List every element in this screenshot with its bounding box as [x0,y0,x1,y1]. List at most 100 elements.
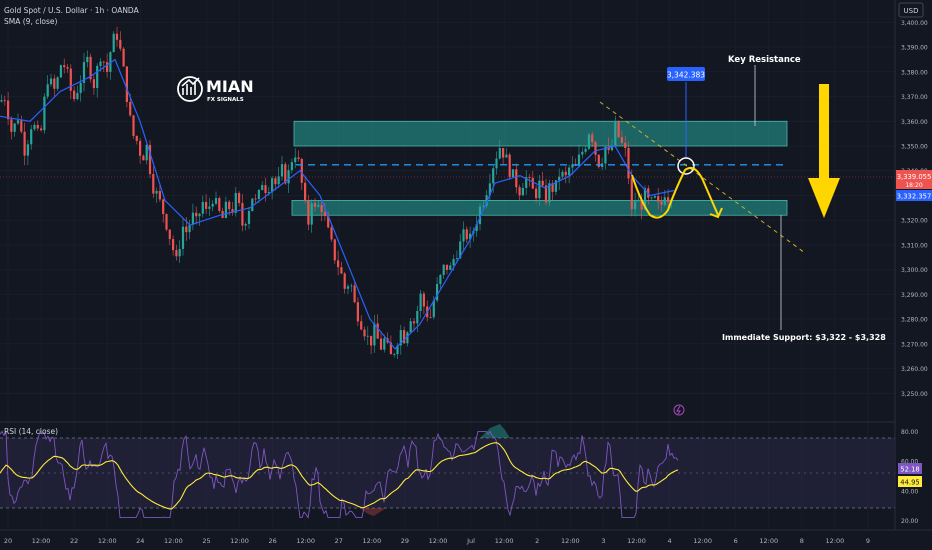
candle-body [640,199,643,210]
immediate-support-label: Immediate Support: $3,322 - $3,328 [722,333,886,342]
candle-body [310,203,313,225]
x-tick-label: 20 [4,537,12,545]
candle-body [551,183,554,192]
candle-body [135,135,138,141]
x-tick-label: 4 [667,537,671,545]
x-tick-label: 12:00 [495,537,514,545]
candle-body [518,187,521,196]
candle-body [96,65,99,89]
y-tick-label: 3,370.00 [901,94,928,101]
candle-body [597,154,600,168]
y-tick-label: 3,300.00 [901,267,928,274]
candle-body [300,159,303,183]
candle-body [429,317,432,318]
candle-body [495,158,498,169]
candle-body [610,145,614,151]
candle-body [115,33,119,40]
candle-body [205,201,208,209]
rsi-tick-label: 80.00 [901,429,918,436]
candle-body [274,178,277,185]
candle-body [604,146,607,164]
candle-body [330,227,333,240]
candle-body [201,201,204,214]
candle-body [337,260,340,268]
candle-body [228,201,231,210]
candle-body [172,239,175,251]
y-tick-label: 3,260.00 [901,366,928,373]
currency-box[interactable] [898,2,924,18]
y-tick-label: 3,280.00 [901,317,928,324]
rsi-label: RSI (14, close) [4,427,58,436]
candle-body [271,178,274,193]
candle-body [89,56,92,80]
rsi-ma-badge [898,476,922,487]
candle-body [515,169,518,188]
target-label-box [667,67,705,81]
lightning-icon[interactable] [673,404,685,416]
countdown-label: 18:20 [905,182,922,189]
candle-body [607,146,610,151]
candle-body [637,199,640,202]
rsi-ma-label: 44.95 [900,479,919,487]
candle-body [370,335,373,346]
candle-body [73,90,76,100]
x-tick-label: 25 [202,537,210,545]
sma-line [0,58,675,350]
x-tick-label: 12:00 [296,537,315,545]
candle-body [363,329,366,337]
candle-body [53,78,56,89]
candle-body [571,164,574,168]
x-tick-label: 12:00 [429,537,448,545]
candle-body [379,338,383,350]
candle-body [198,213,201,217]
y-tick-label: 3,320.00 [901,218,928,225]
candle-body [343,273,346,289]
target-circle [677,157,695,175]
candle-body [129,102,132,116]
rsi-tick-label: 40.00 [901,488,918,495]
candle-body [191,212,194,225]
x-tick-label: 26 [268,537,276,545]
target-label: 3,342.383 [667,71,705,80]
current-price-label: 3,339.055 [897,173,932,181]
candle-body [307,200,310,225]
candle-body [353,285,356,303]
candle-body [40,128,43,131]
candle-body [33,124,36,130]
logo-brand: MIAN [206,77,254,96]
x-tick-label: 12:00 [362,537,381,545]
candle-body [241,203,244,226]
current-price-badge [896,170,932,189]
candle-body [403,330,406,344]
candle-body [393,354,396,355]
candle-body [554,180,557,192]
x-tick-label: 22 [70,537,78,545]
candle-body [76,92,79,100]
x-tick-label: 12:00 [759,537,778,545]
candle-body [561,171,564,177]
candle-body [340,267,343,274]
sma-label: SMA (9, close) [4,17,58,26]
x-tick-labels[interactable]: 20 12:00 22 12:00 24 12:00 25 12:00 26 12:00 27 12:… [4,537,870,545]
y-tick-label: 3,390.00 [901,45,928,52]
candle-body [663,197,666,205]
x-tick-label: 12:00 [627,537,646,545]
rsi-tick-label: 60.00 [901,459,918,466]
candle-body [49,78,53,85]
candle-body [152,174,155,194]
candle-body [244,223,247,226]
x-tick-label: Jul [466,537,475,545]
y-tick-label: 3,290.00 [901,292,928,299]
sma-price-label: 3,332.357 [897,193,932,201]
rsi-tick-labels: 20.00 40.00 60.00 80.00 [901,429,918,525]
candle-body [284,164,287,184]
x-tick-label: 29 [401,537,409,545]
rsi-value-label: 52.18 [900,466,919,474]
x-tick-label: 12:00 [826,537,845,545]
candle-body [535,188,538,199]
candles [0,26,673,360]
price-scale[interactable] [895,0,932,530]
candle-body [657,196,660,202]
candle-body [594,142,597,155]
